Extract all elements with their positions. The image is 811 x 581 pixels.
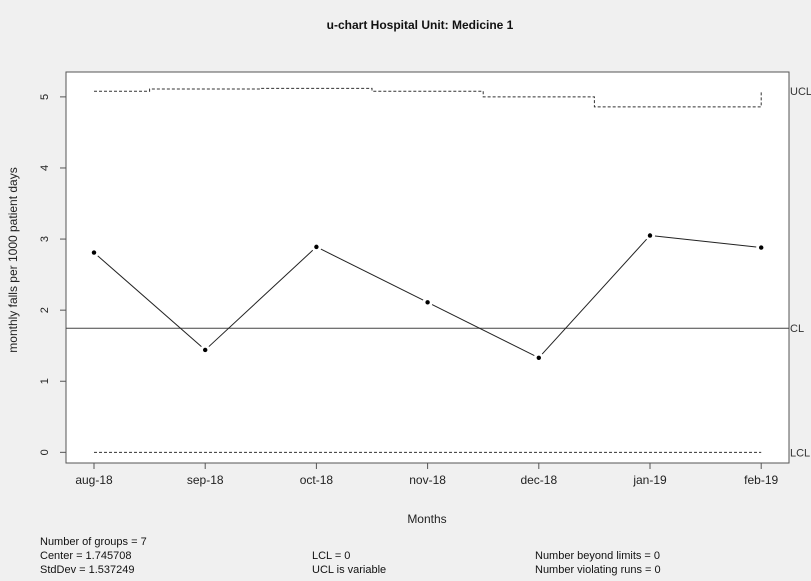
lcl-label: LCL [790, 447, 810, 459]
plot-frame [65, 71, 790, 464]
data-point [91, 250, 97, 255]
y-tick-label: 0 [39, 449, 51, 455]
series-segment [431, 304, 535, 357]
data-point [647, 233, 653, 238]
data-point [203, 347, 208, 353]
series-group [91, 233, 764, 360]
chart-title: u-chart Hospital Unit: Medicine 1 [327, 18, 514, 32]
y-tick-label: 1 [39, 378, 51, 384]
ucl-line [94, 87, 762, 108]
y-tick-label: 4 [39, 165, 51, 171]
x-axis-label: Months [407, 512, 446, 526]
ucl-label: UCL [790, 86, 811, 98]
data-point [425, 300, 430, 305]
y-axis-label: monthly falls per 1000 patient days [6, 167, 20, 352]
y-tick-label: 2 [39, 307, 51, 313]
series-segment [320, 248, 424, 301]
series-segment [208, 249, 314, 347]
stats-col-3: Number beyond limits = 0 Number violatin… [535, 549, 661, 577]
x-tick-label: sep-18 [187, 473, 224, 487]
data-point [536, 355, 541, 360]
stat-lcl: LCL = 0 [312, 550, 351, 562]
y-tick-label: 5 [39, 94, 51, 100]
series-segment [541, 238, 648, 355]
stat-violating-runs: Number violating runs = 0 [535, 564, 661, 576]
limit-labels: UCL CL LCL [790, 86, 811, 459]
x-tick-label: nov-18 [409, 473, 446, 487]
x-tick-label: oct-18 [300, 473, 334, 487]
ucl-line-group [94, 87, 762, 108]
y-axis: 0 1 2 3 4 5 [39, 94, 66, 455]
stat-groups: Number of groups = 7 [40, 536, 147, 548]
stat-center: Center = 1.745708 [40, 550, 132, 562]
series-segment [654, 235, 757, 248]
x-tick-label: jan-19 [632, 473, 667, 487]
y-tick-label: 3 [39, 236, 51, 242]
cl-label: CL [790, 323, 804, 335]
data-point [314, 244, 319, 250]
stat-stddev: StdDev = 1.537249 [40, 564, 135, 576]
data-point [759, 245, 764, 250]
x-tick-label: dec-18 [520, 473, 557, 487]
series-segment [97, 255, 202, 348]
stat-ucl: UCL is variable [312, 564, 387, 576]
stat-beyond-limits: Number beyond limits = 0 [535, 550, 661, 562]
x-tick-label: feb-19 [744, 473, 778, 487]
stats-col-2: LCL = 0 UCL is variable [312, 549, 386, 577]
stats-col-1: Number of groups = 7 Center = 1.745708 S… [40, 535, 147, 577]
x-axis: aug-18 sep-18 oct-18 nov-18 dec-18 jan-19 feb-… [75, 463, 779, 487]
x-tick-label: aug-18 [75, 473, 113, 487]
